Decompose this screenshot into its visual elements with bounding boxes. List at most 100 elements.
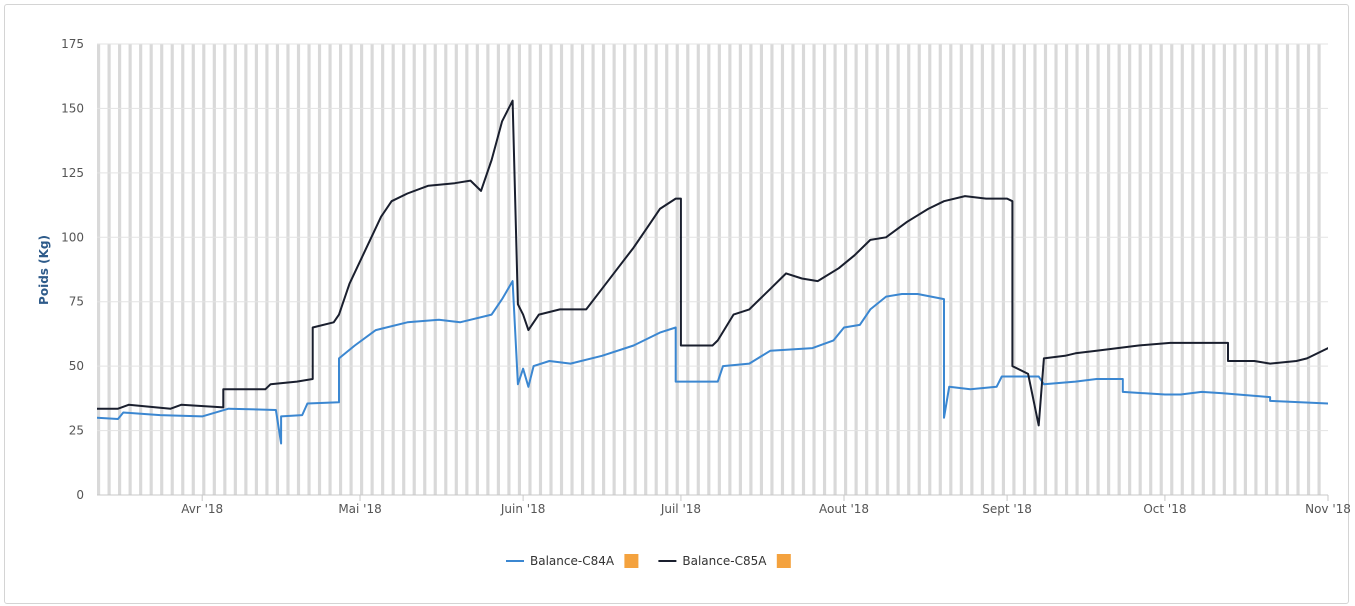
series-line-c84a[interactable] — [97, 280, 1355, 445]
day-band — [896, 44, 900, 495]
day-band — [665, 44, 669, 495]
day-band — [328, 44, 332, 495]
day-band — [338, 44, 343, 495]
day-band — [1001, 44, 1005, 495]
day-band — [1243, 44, 1247, 495]
day-band — [644, 44, 648, 495]
day-band — [1075, 44, 1079, 495]
legend-color-swatch — [624, 554, 639, 568]
day-band — [1275, 44, 1279, 495]
day-band — [170, 44, 174, 495]
day-band — [1212, 44, 1216, 495]
day-band — [875, 44, 879, 495]
day-band — [1285, 44, 1290, 495]
day-band — [791, 44, 795, 495]
day-band — [580, 44, 585, 495]
day-band — [980, 44, 984, 495]
day-band — [865, 44, 869, 495]
day-band — [275, 44, 280, 495]
day-band — [1138, 44, 1142, 495]
horizontal-gridlines — [97, 43, 1328, 496]
day-band — [486, 44, 490, 495]
day-band — [223, 44, 227, 495]
day-band — [139, 44, 143, 495]
day-band — [507, 44, 511, 495]
plot-background — [97, 44, 1328, 495]
y-axis-label: Poids (Kg) — [37, 235, 51, 305]
day-band — [1149, 44, 1153, 495]
day-band — [286, 44, 290, 495]
day-band — [812, 44, 816, 495]
y-tick-label: 125 — [61, 166, 84, 180]
day-band — [1022, 44, 1027, 495]
day-band — [633, 44, 637, 495]
day-band — [738, 44, 742, 495]
legend-item-c85a[interactable]: Balance-C85A — [658, 554, 791, 568]
day-band — [538, 44, 543, 495]
day-band — [433, 44, 437, 495]
day-band — [107, 44, 111, 495]
day-band — [1128, 44, 1132, 495]
day-band — [423, 44, 427, 495]
day-band — [749, 44, 753, 495]
day-band — [1306, 44, 1311, 495]
day-band — [1222, 44, 1226, 495]
day-band — [475, 44, 479, 495]
day-band — [549, 44, 553, 495]
day-band — [801, 44, 806, 495]
day-band — [517, 44, 522, 495]
day-band — [496, 44, 500, 495]
day-band — [707, 44, 711, 495]
legend-label: Balance-C84A — [530, 554, 615, 568]
y-tick-label: 175 — [61, 37, 84, 51]
day-band — [728, 44, 732, 495]
day-band — [444, 44, 448, 495]
x-tick-label: Avr '18 — [181, 502, 223, 516]
day-band — [349, 44, 353, 495]
day-band — [1170, 44, 1174, 495]
legend-color-swatch — [776, 554, 791, 568]
series-line-c85a[interactable] — [97, 99, 1355, 427]
day-band — [917, 44, 921, 495]
day-band — [97, 44, 101, 495]
day-band — [1117, 44, 1121, 495]
day-band — [770, 44, 774, 495]
day-band — [949, 44, 953, 495]
y-axis-ticks: 0 25 50 75 100 125 150 175 — [61, 37, 84, 502]
series-group — [97, 99, 1355, 445]
day-band — [844, 44, 848, 495]
day-band — [317, 44, 322, 495]
day-band — [780, 44, 785, 495]
day-band — [1233, 44, 1237, 495]
day-bands — [97, 44, 1328, 495]
y-tick-label: 75 — [69, 295, 84, 309]
day-band — [591, 44, 595, 495]
day-band — [381, 44, 385, 495]
legend-item-c84a[interactable]: Balance-C84A — [506, 554, 639, 568]
y-tick-label: 50 — [69, 359, 84, 373]
day-band — [265, 44, 269, 495]
legend[interactable]: Balance-C84A Balance-C85A — [506, 554, 791, 568]
day-band — [717, 44, 721, 495]
day-band — [1033, 44, 1037, 495]
day-band — [296, 44, 301, 495]
y-tick-label: 150 — [61, 101, 84, 115]
y-tick-label: 0 — [76, 488, 84, 502]
day-band — [391, 44, 395, 495]
day-band — [675, 44, 679, 495]
x-tick-label: Juin '18 — [500, 502, 545, 516]
day-band — [696, 44, 700, 495]
day-band — [191, 44, 195, 495]
day-band — [991, 44, 995, 495]
day-band — [1096, 44, 1100, 495]
day-band — [1054, 44, 1058, 495]
day-band — [181, 44, 185, 495]
day-band — [1180, 44, 1184, 495]
day-band — [970, 44, 974, 495]
day-band — [907, 44, 911, 495]
x-tick-label: Nov '18 — [1305, 502, 1351, 516]
day-band — [360, 44, 364, 495]
day-band — [160, 44, 164, 495]
day-band — [454, 44, 458, 495]
x-tick-label: Aout '18 — [819, 502, 869, 516]
